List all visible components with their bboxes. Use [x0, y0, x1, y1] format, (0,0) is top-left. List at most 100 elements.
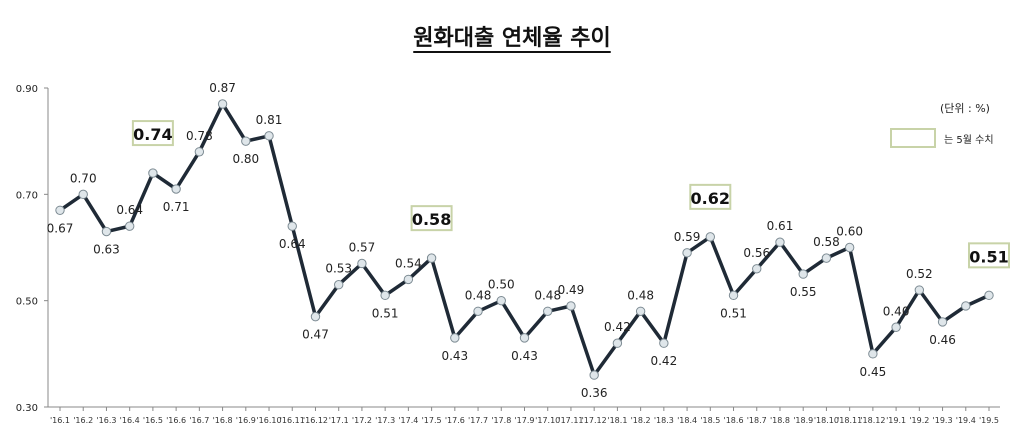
data-point — [775, 237, 785, 247]
x-tick-label: '17.3 — [375, 416, 395, 425]
y-tick-label: 0.90 — [16, 84, 38, 95]
data-point — [821, 253, 832, 263]
data-point — [194, 147, 205, 157]
data-point — [844, 242, 855, 253]
data-label: 0.87 — [209, 81, 236, 95]
data-label: 0.64 — [279, 237, 306, 251]
data-point — [334, 280, 344, 290]
data-label: 0.36 — [581, 386, 608, 400]
x-tick-label: '19.4 — [956, 416, 976, 425]
data-point — [55, 205, 65, 215]
y-tick-label: 0.30 — [16, 403, 38, 414]
x-tick-label: '16.3 — [96, 416, 116, 425]
x-tick-label: '17.10 — [535, 416, 560, 425]
data-label: 0.53 — [325, 262, 352, 276]
data-label: 0.48 — [465, 288, 492, 302]
data-point — [310, 311, 321, 322]
x-tick-label: '17.8 — [491, 416, 511, 425]
data-point — [798, 269, 808, 279]
data-point — [101, 226, 112, 237]
data-label: 0.54 — [395, 256, 422, 270]
x-tick-label: '18.7 — [747, 416, 767, 425]
x-tick-label: '17.4 — [398, 416, 418, 425]
data-label: 0.52 — [906, 267, 933, 281]
legend-text: 는 5월 수치 — [944, 134, 994, 146]
x-tick-label: '17.9 — [514, 416, 534, 425]
y-tick-label: 0.70 — [16, 190, 38, 201]
data-point — [473, 306, 483, 316]
data-point — [566, 301, 576, 311]
data-point — [496, 295, 506, 306]
data-label: 0.59 — [674, 230, 701, 244]
x-tick-label: '18.9 — [793, 416, 813, 425]
data-point — [868, 349, 878, 359]
data-label: 0.48 — [534, 288, 561, 302]
x-tick-label: '18.5 — [700, 416, 720, 425]
x-tick-label: '16.9 — [236, 416, 256, 425]
legend-swatch — [890, 128, 936, 148]
x-tick-label: '18.4 — [677, 416, 697, 425]
data-label: 0.55 — [790, 285, 817, 299]
x-tick-label: '19.1 — [886, 416, 906, 425]
x-tick-label: '18.2 — [631, 416, 651, 425]
data-point — [148, 168, 158, 178]
data-point — [171, 184, 181, 194]
data-label: 0.78 — [186, 129, 213, 143]
x-tick-label: '18.1 — [607, 416, 627, 425]
x-tick-label: '16.4 — [120, 416, 140, 425]
data-label: 0.42 — [650, 354, 677, 368]
x-tick-label: '18.8 — [770, 416, 790, 425]
data-label: 0.64 — [116, 203, 143, 217]
data-label: 0.51 — [372, 306, 399, 320]
x-tick-label: '16.10 — [256, 416, 281, 425]
data-point — [426, 253, 437, 263]
data-point — [914, 285, 925, 295]
data-point — [403, 274, 414, 285]
data-label: 0.71 — [163, 200, 190, 214]
data-label: 0.81 — [256, 113, 283, 127]
legend: 는 5월 수치 — [890, 128, 994, 148]
x-tick-label: '16.12 — [303, 416, 328, 425]
chart-title-text: 원화대출 연체율 추이 — [413, 26, 611, 51]
data-label: 0.43 — [441, 349, 468, 363]
data-label: 0.48 — [627, 288, 654, 302]
data-point — [752, 264, 762, 274]
data-point — [984, 290, 994, 301]
data-label: 0.45 — [860, 365, 887, 379]
data-point — [891, 322, 901, 332]
x-tick-label: '19.5 — [979, 416, 999, 425]
highlight-box — [689, 183, 732, 210]
data-label: 0.80 — [232, 152, 259, 166]
x-tick-label: '16.2 — [73, 416, 93, 425]
data-point — [728, 290, 739, 301]
x-tick-label: '17.5 — [422, 416, 442, 425]
data-label: 0.67 — [47, 221, 74, 235]
data-point — [357, 258, 367, 269]
x-tick-label: '17.6 — [445, 416, 465, 425]
data-label: 0.49 — [558, 283, 585, 297]
x-tick-label: '17.7 — [468, 416, 488, 425]
data-label-highlight: 0.58 — [412, 210, 451, 229]
x-tick-label: '16.7 — [189, 416, 209, 425]
x-tick-label: '17.1 — [329, 416, 349, 425]
data-label-highlight: 0.74 — [133, 125, 172, 144]
x-tick-label: '19.2 — [909, 416, 929, 425]
data-label: 0.40 — [883, 304, 910, 318]
data-label: 0.51 — [720, 306, 747, 320]
x-tick-label: '16.6 — [166, 416, 186, 425]
x-tick-label: '17.12 — [582, 416, 607, 425]
data-point — [543, 306, 553, 316]
highlight-box — [410, 205, 453, 232]
data-point — [589, 370, 599, 380]
data-label: 0.63 — [93, 243, 120, 257]
data-label: 0.57 — [349, 240, 376, 254]
x-tick-label: '18.11 — [837, 416, 862, 425]
data-point — [264, 131, 274, 141]
x-tick-label: '19.3 — [933, 416, 953, 425]
x-tick-label: '16.1 — [50, 416, 70, 425]
data-label: 0.70 — [70, 171, 97, 185]
highlight-box — [131, 120, 174, 147]
x-tick-label: '17.2 — [352, 416, 372, 425]
data-point — [937, 317, 948, 327]
data-point — [705, 232, 715, 242]
